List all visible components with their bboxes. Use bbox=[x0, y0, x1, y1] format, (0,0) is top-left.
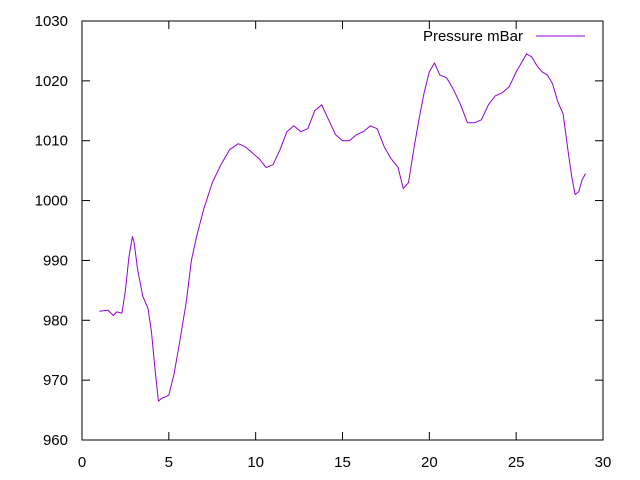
plot-frame bbox=[81, 20, 604, 441]
legend-label: Pressure mBar bbox=[423, 28, 523, 45]
y-tick-label-4: 1000 bbox=[35, 193, 68, 210]
y-tick-label-2: 980 bbox=[43, 312, 68, 329]
x-tick-label-3: 15 bbox=[334, 454, 351, 471]
x-tick-label-4: 20 bbox=[421, 454, 438, 471]
x-tick-label-5: 25 bbox=[508, 454, 525, 471]
ticks-layer: 0 5 10 15 20 25 30 960 970 980 990 1000 1010 1020 1030 bbox=[35, 13, 612, 471]
plot-area bbox=[99, 53, 587, 402]
y-tick-label-5: 1010 bbox=[35, 133, 68, 150]
y-tick-label-1: 970 bbox=[43, 372, 68, 389]
series-line-pressure bbox=[99, 53, 587, 402]
y-tick-label-7: 1030 bbox=[35, 13, 68, 30]
y-tick-label-6: 1020 bbox=[35, 73, 68, 90]
y-tick-label-3: 990 bbox=[43, 252, 68, 269]
legend: Pressure mBar bbox=[423, 28, 585, 45]
x-tick-label-1: 5 bbox=[165, 454, 173, 471]
x-tick-label-2: 10 bbox=[247, 454, 264, 471]
x-tick-label-0: 0 bbox=[78, 454, 86, 471]
x-tick-label-6: 30 bbox=[595, 454, 612, 471]
y-tick-label-0: 960 bbox=[43, 432, 68, 449]
